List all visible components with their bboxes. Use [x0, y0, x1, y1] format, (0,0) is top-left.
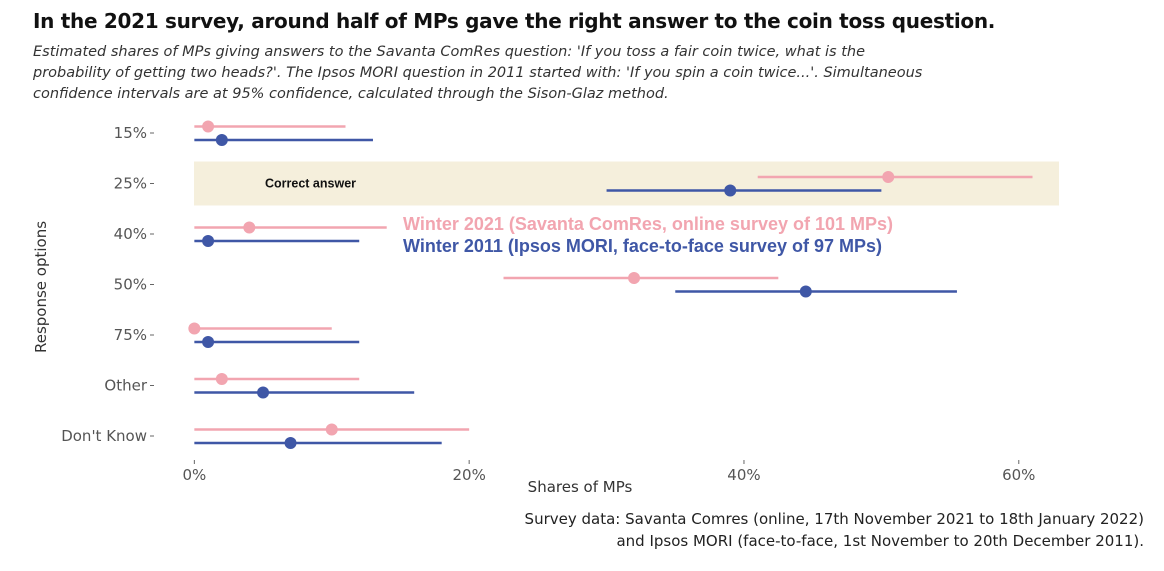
estimate-point [882, 171, 895, 183]
y-axis-title: Response options [32, 221, 50, 353]
estimate-point [724, 184, 737, 197]
subtitle-line-1: Estimated shares of MPs giving answers t… [33, 44, 865, 60]
source-line-2: and Ipsos MORI (face-to-face, 1st Novemb… [616, 532, 1144, 550]
source-line-1: Survey data: Savanta Comres (online, 17t… [524, 510, 1144, 528]
y-tick-label: 40% [114, 225, 147, 243]
x-tick-label: 60% [1002, 466, 1035, 484]
y-tick-label: 15% [114, 124, 147, 142]
correct-answer-label: Correct answer [265, 177, 356, 191]
estimate-point [284, 437, 297, 449]
x-tick-label: 0% [182, 466, 206, 484]
estimate-point [628, 272, 641, 284]
legend-entry: Winter 2021 (Savanta ComRes, online surv… [403, 214, 893, 234]
estimate-point [215, 134, 228, 146]
estimate-point [243, 221, 256, 234]
x-tick-label: 40% [727, 466, 760, 484]
subtitle-line-3: confidence intervals are at 95% confiden… [33, 86, 669, 102]
y-tick-label: 25% [114, 175, 147, 193]
y-tick-label: 75% [114, 326, 147, 344]
x-tick-label: 20% [452, 466, 485, 484]
estimate-point [257, 386, 270, 399]
estimate-point [202, 120, 215, 133]
chart-subtitle: Estimated shares of MPs giving answers t… [33, 42, 1033, 105]
chart-title: In the 2021 survey, around half of MPs g… [33, 9, 996, 33]
subtitle-line-2: probability of getting two heads?'. The … [33, 65, 923, 81]
estimate-point [202, 336, 215, 348]
y-tick-label: 50% [114, 276, 147, 294]
x-axis-title: Shares of MPs [528, 478, 633, 496]
correct-answer-band [194, 161, 1059, 206]
estimate-point [799, 285, 812, 298]
y-tick-label: Don't Know [61, 427, 147, 445]
legend-entry: Winter 2011 (Ipsos MORI, face-to-face su… [403, 236, 882, 256]
estimate-point [325, 423, 338, 436]
estimate-point [215, 373, 228, 385]
estimate-point [202, 235, 215, 247]
estimate-point [188, 322, 201, 335]
y-tick-label: Other [104, 377, 147, 395]
source-note: Survey data: Savanta Comres (online, 17t… [525, 508, 1144, 552]
